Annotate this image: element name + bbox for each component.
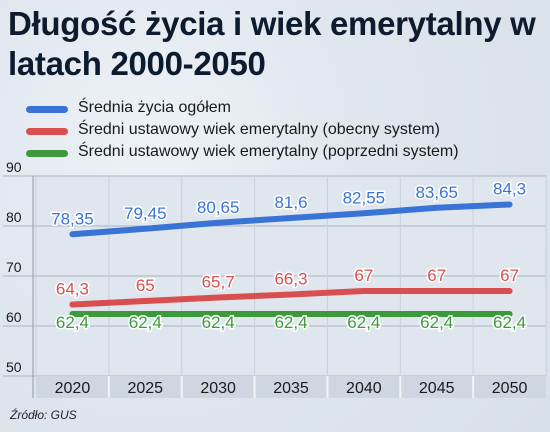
y-tick-label: 50 xyxy=(6,359,22,375)
data-label: 62,4 xyxy=(493,313,526,332)
x-tick-label: 2030 xyxy=(200,380,236,397)
x-tick-label: 2025 xyxy=(127,380,163,397)
data-label: 67 xyxy=(500,266,519,285)
data-label: 64,3 xyxy=(56,280,89,299)
x-axis: 2020 2025 2030 2035 2040 2045 2050 xyxy=(36,376,546,398)
data-label: 82,55 xyxy=(343,188,386,207)
data-label: 81,6 xyxy=(274,193,307,212)
data-label: 66,3 xyxy=(274,270,307,289)
source-note: Źródło: GUS xyxy=(10,408,77,422)
x-tick-label: 2020 xyxy=(55,380,91,397)
x-tick-label: 2050 xyxy=(492,380,528,397)
y-tick-label: 90 xyxy=(6,159,22,175)
x-tick-label: 2040 xyxy=(346,380,382,397)
legend-swatch-life-expectancy xyxy=(26,106,68,113)
data-labels: 78,35 79,45 80,65 81,6 82,55 83,65 84,3 64,3 65 6… xyxy=(50,178,528,334)
x-tick-label: 2045 xyxy=(419,380,455,397)
data-label: 79,45 xyxy=(124,204,167,223)
chart-title: Długość życia i wiek emerytalny w latach… xyxy=(8,5,536,82)
x-axis-band xyxy=(36,376,546,398)
series-line-1 xyxy=(69,201,513,238)
data-label: 65 xyxy=(136,276,155,295)
data-label: 78,35 xyxy=(51,209,94,228)
data-label: 84,3 xyxy=(493,180,526,199)
data-label: 67 xyxy=(427,266,446,285)
data-label: 83,65 xyxy=(415,183,458,202)
data-label: 62,4 xyxy=(347,313,380,332)
x-tick-label: 2035 xyxy=(273,380,309,397)
y-axis: 50 60 70 80 90 xyxy=(6,159,34,398)
data-label: 62,4 xyxy=(56,313,89,332)
y-tick-label: 60 xyxy=(6,309,22,325)
grid-lines xyxy=(3,175,547,377)
y-tick-label: 80 xyxy=(6,209,22,225)
data-label: 62,4 xyxy=(129,313,162,332)
data-label: 62,4 xyxy=(274,313,307,332)
data-label: 62,4 xyxy=(420,313,453,332)
series-line-2 xyxy=(69,288,513,308)
data-label: 67 xyxy=(354,266,373,285)
data-label: 65,7 xyxy=(202,273,235,292)
legend-swatch-current-retirement-age xyxy=(26,128,68,135)
series-lines xyxy=(69,201,513,317)
legend-swatch-previous-retirement-age xyxy=(26,150,68,157)
data-label: 80,65 xyxy=(197,198,240,217)
legend-label-current-retirement-age: Średni ustawowy wiek emerytalny (obecny … xyxy=(78,121,440,138)
legend-label-previous-retirement-age: Średni ustawowy wiek emerytalny (poprzed… xyxy=(78,143,459,160)
data-label: 62,4 xyxy=(202,313,235,332)
y-tick-label: 70 xyxy=(6,259,22,275)
legend-label-life-expectancy: Średnia życia ogółem xyxy=(78,99,231,116)
